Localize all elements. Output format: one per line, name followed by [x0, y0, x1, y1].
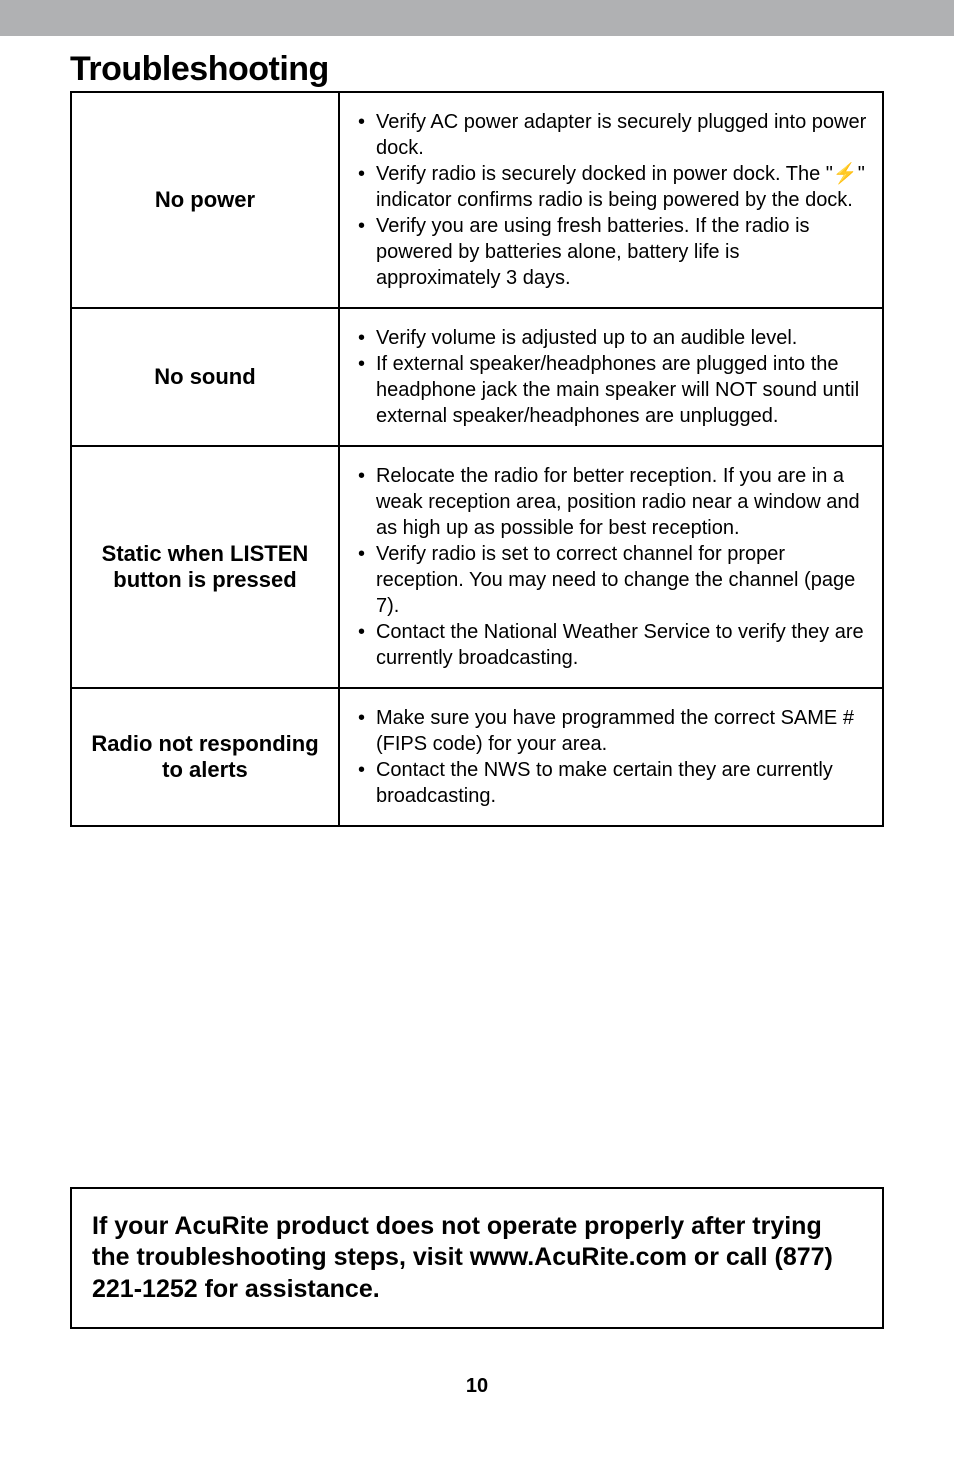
bullet-item: Contact the National Weather Service to … — [372, 619, 868, 671]
bullet-item: Contact the NWS to make certain they are… — [372, 757, 868, 809]
page-content: Troubleshooting No power Verify AC power… — [0, 36, 954, 1428]
bullet-item: Relocate the radio for better reception.… — [372, 463, 868, 541]
bullet-list: Verify AC power adapter is securely plug… — [354, 109, 868, 291]
bullet-item: Verify volume is adjusted up to an audib… — [372, 325, 868, 351]
table-body: No power Verify AC power adapter is secu… — [71, 92, 883, 826]
problem-cell: Static when LISTEN button is pressed — [71, 446, 339, 688]
page-title: Troubleshooting — [70, 50, 884, 89]
troubleshooting-table: No power Verify AC power adapter is secu… — [70, 91, 884, 827]
bullet-item: Verify AC power adapter is securely plug… — [372, 109, 868, 161]
bullet-list: Make sure you have programmed the correc… — [354, 705, 868, 809]
problem-cell: Radio not responding to alerts — [71, 688, 339, 826]
bullet-item: Verify radio is securely docked in power… — [372, 161, 868, 213]
table-row: No sound Verify volume is adjusted up to… — [71, 308, 883, 446]
bullet-list: Relocate the radio for better reception.… — [354, 463, 868, 671]
bullet-item: Verify radio is set to correct channel f… — [372, 541, 868, 619]
solution-cell: Verify volume is adjusted up to an audib… — [339, 308, 883, 446]
solution-cell: Verify AC power adapter is securely plug… — [339, 92, 883, 308]
solution-cell: Make sure you have programmed the correc… — [339, 688, 883, 826]
bullet-list: Verify volume is adjusted up to an audib… — [354, 325, 868, 429]
table-row: No power Verify AC power adapter is secu… — [71, 92, 883, 308]
problem-cell: No sound — [71, 308, 339, 446]
table-row: Static when LISTEN button is pressed Rel… — [71, 446, 883, 688]
page-number: 10 — [70, 1375, 884, 1398]
problem-cell: No power — [71, 92, 339, 308]
bullet-item: Make sure you have programmed the correc… — [372, 705, 868, 757]
header-bar — [0, 0, 954, 36]
bullet-item: Verify you are using fresh batteries. If… — [372, 213, 868, 291]
solution-cell: Relocate the radio for better reception.… — [339, 446, 883, 688]
notice-box: If your AcuRite product does not operate… — [70, 1187, 884, 1329]
bullet-item: If external speaker/headphones are plugg… — [372, 351, 868, 429]
table-row: Radio not responding to alerts Make sure… — [71, 688, 883, 826]
